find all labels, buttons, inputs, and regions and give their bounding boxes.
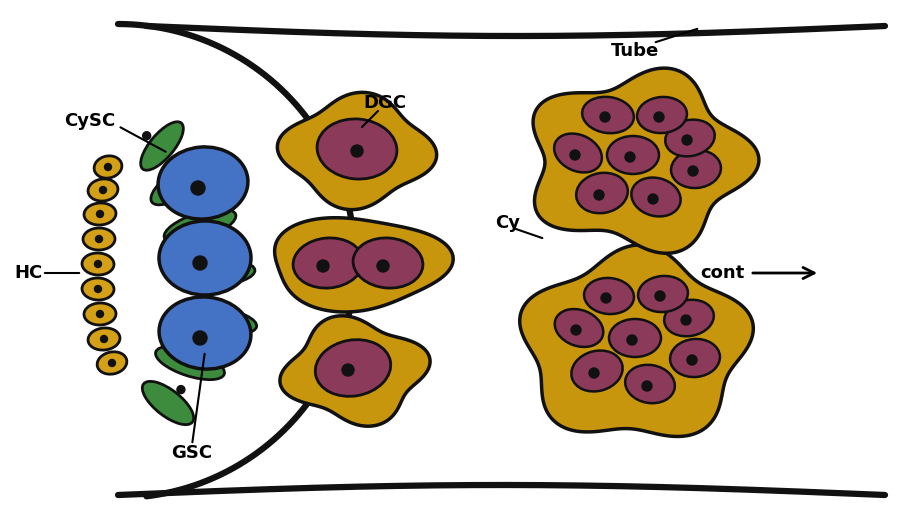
Circle shape <box>625 152 635 162</box>
Circle shape <box>96 311 104 317</box>
Text: DGC: DGC <box>364 94 407 112</box>
Circle shape <box>682 135 692 145</box>
Ellipse shape <box>670 339 720 377</box>
Circle shape <box>594 190 604 200</box>
Ellipse shape <box>158 147 248 219</box>
Circle shape <box>681 315 691 325</box>
Ellipse shape <box>156 346 224 380</box>
Circle shape <box>209 252 217 260</box>
Ellipse shape <box>164 209 236 243</box>
Ellipse shape <box>584 278 634 314</box>
Circle shape <box>194 343 202 351</box>
Circle shape <box>571 325 581 335</box>
Ellipse shape <box>315 340 391 396</box>
Circle shape <box>109 359 115 366</box>
Circle shape <box>163 165 171 173</box>
Circle shape <box>94 260 102 267</box>
Circle shape <box>218 300 226 308</box>
Circle shape <box>193 256 207 270</box>
Ellipse shape <box>179 307 256 335</box>
Ellipse shape <box>554 133 602 172</box>
Polygon shape <box>533 68 759 253</box>
Circle shape <box>351 145 363 157</box>
Ellipse shape <box>554 309 603 347</box>
Ellipse shape <box>140 122 184 170</box>
Circle shape <box>377 260 389 272</box>
Ellipse shape <box>159 297 251 369</box>
Ellipse shape <box>353 238 423 288</box>
Circle shape <box>655 291 665 301</box>
Ellipse shape <box>671 150 721 188</box>
Circle shape <box>187 206 195 214</box>
Circle shape <box>100 187 106 193</box>
Circle shape <box>317 260 329 272</box>
Ellipse shape <box>293 238 363 288</box>
Ellipse shape <box>142 381 194 425</box>
Text: CySC: CySC <box>65 112 115 130</box>
Ellipse shape <box>626 365 675 403</box>
Circle shape <box>193 331 207 345</box>
Ellipse shape <box>176 260 255 286</box>
Circle shape <box>143 132 150 140</box>
Ellipse shape <box>638 276 688 312</box>
Ellipse shape <box>632 178 680 216</box>
Circle shape <box>687 355 697 365</box>
Ellipse shape <box>82 253 114 275</box>
Ellipse shape <box>84 203 116 225</box>
Circle shape <box>654 112 664 122</box>
Text: HC: HC <box>14 264 42 282</box>
Ellipse shape <box>664 300 714 336</box>
Polygon shape <box>277 92 436 209</box>
Ellipse shape <box>83 228 115 250</box>
Ellipse shape <box>582 97 634 133</box>
Circle shape <box>589 368 599 378</box>
Polygon shape <box>280 316 430 426</box>
Circle shape <box>688 166 698 176</box>
Ellipse shape <box>665 120 715 156</box>
Circle shape <box>177 386 184 393</box>
Ellipse shape <box>317 119 397 179</box>
Circle shape <box>191 181 205 195</box>
Circle shape <box>570 150 580 160</box>
Circle shape <box>342 364 354 376</box>
Ellipse shape <box>609 319 661 357</box>
Circle shape <box>95 235 103 242</box>
Circle shape <box>104 164 112 170</box>
Text: Cy: Cy <box>496 214 520 232</box>
Ellipse shape <box>637 97 687 133</box>
Text: Tube: Tube <box>611 42 659 60</box>
Text: cont: cont <box>700 264 744 282</box>
Ellipse shape <box>88 179 118 201</box>
Ellipse shape <box>607 136 659 174</box>
Ellipse shape <box>151 161 209 205</box>
Ellipse shape <box>159 221 251 295</box>
Ellipse shape <box>88 328 120 350</box>
Circle shape <box>642 381 652 391</box>
Ellipse shape <box>97 352 127 374</box>
Ellipse shape <box>82 278 114 300</box>
Circle shape <box>600 112 610 122</box>
Ellipse shape <box>576 173 628 213</box>
Circle shape <box>648 194 658 204</box>
Ellipse shape <box>84 303 116 325</box>
Polygon shape <box>520 245 753 437</box>
Ellipse shape <box>94 156 122 178</box>
Text: GSC: GSC <box>171 444 212 462</box>
Circle shape <box>96 210 104 217</box>
Circle shape <box>101 336 107 342</box>
Ellipse shape <box>572 351 623 391</box>
Circle shape <box>627 335 637 345</box>
Circle shape <box>601 293 611 303</box>
Circle shape <box>94 286 102 292</box>
Polygon shape <box>274 218 454 312</box>
